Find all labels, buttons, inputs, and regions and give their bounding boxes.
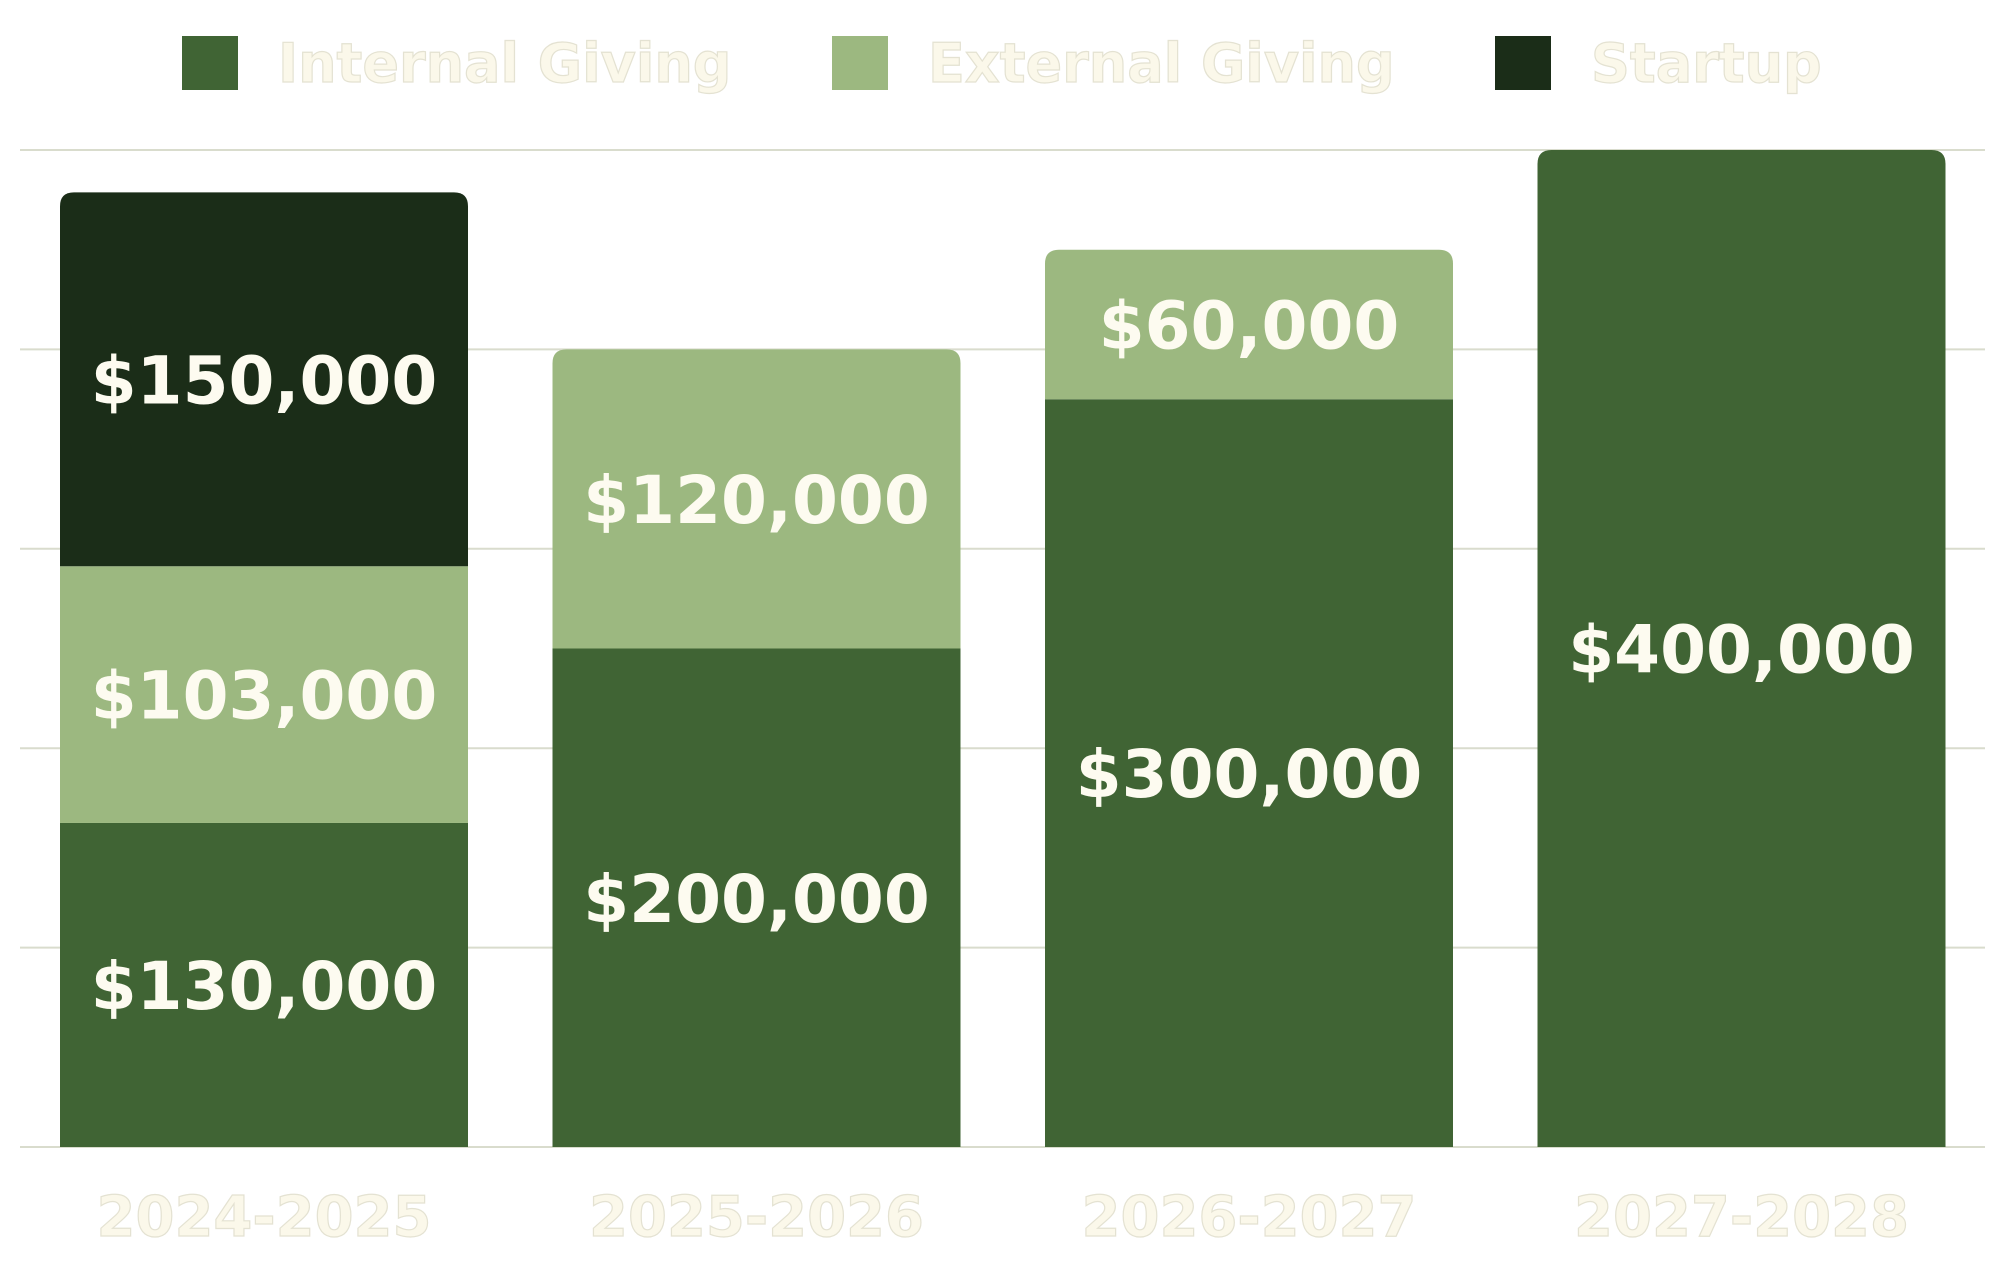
legend-swatch	[182, 36, 238, 90]
x-tick-label: 2025-2026	[589, 1185, 924, 1250]
data-label: $60,000	[1099, 287, 1400, 364]
data-label: $103,000	[91, 658, 438, 735]
bar-segment-internal-giving	[552, 648, 961, 1147]
x-tick-label: 2026-2027	[1082, 1185, 1417, 1250]
legend-label: Internal Giving	[278, 32, 731, 95]
data-label: $400,000	[1568, 612, 1915, 689]
bars	[60, 150, 1946, 1147]
bar-segment-internal-giving	[1537, 150, 1946, 1147]
data-label: $200,000	[583, 861, 930, 938]
bar-segment-external-giving	[552, 349, 961, 649]
data-label: $150,000	[91, 342, 438, 419]
bar-segment-startup	[60, 192, 468, 567]
x-axis-tick-labels: 2024-2025 2025-2026 2026-2027 2027-2028	[96, 1184, 1910, 1250]
data-labels: $130,000 $103,000 $150,000 $200,000 $120,000…	[91, 287, 1915, 1025]
bar-segment-external-giving	[60, 566, 468, 823]
legend: Internal Giving External Giving Startup	[182, 31, 1822, 96]
legend-label: External Giving	[928, 32, 1395, 95]
legend-swatch	[1495, 36, 1551, 90]
bar-segment-internal-giving	[1045, 399, 1453, 1147]
x-tick-label: 2024-2025	[97, 1185, 432, 1250]
legend-swatch	[832, 36, 888, 90]
legend-label: Startup	[1591, 32, 1822, 95]
data-label: $300,000	[1076, 736, 1423, 813]
bar-segment-internal-giving	[60, 822, 468, 1147]
data-label: $130,000	[91, 948, 438, 1025]
data-label: $120,000	[583, 462, 930, 539]
bar-segment-external-giving	[1045, 249, 1453, 400]
x-tick-label: 2027-2028	[1574, 1185, 1909, 1250]
